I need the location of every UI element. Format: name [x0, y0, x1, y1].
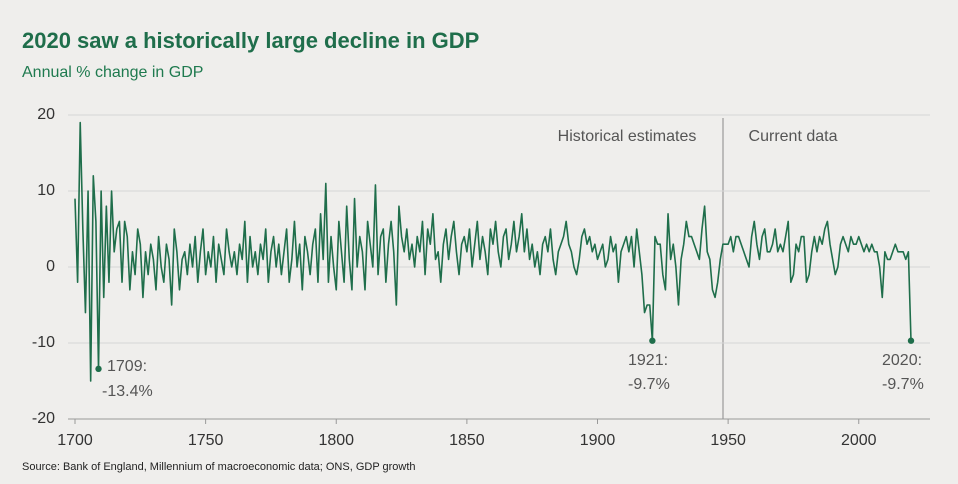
annotation: -9.7%: [882, 376, 924, 393]
highlight-point: [907, 337, 915, 344]
data-line: [74, 121, 912, 382]
x-tick-label: 1700: [57, 432, 93, 449]
annotation: Current data: [749, 128, 838, 145]
highlight-point: [95, 365, 102, 373]
y-tick-label: -10: [32, 334, 55, 351]
highlight-point: [649, 337, 656, 344]
annotation: 1709:: [107, 358, 147, 375]
x-tick-label: 2000: [841, 432, 877, 449]
y-tick-label: 10: [37, 182, 55, 199]
y-tick-label: 20: [37, 106, 55, 123]
chart-title: 2020 saw a historically large decline in…: [22, 28, 479, 53]
x-tick-label: 1750: [188, 432, 224, 449]
annotation: 1921:: [628, 352, 668, 369]
annotation: 2020:: [882, 352, 922, 369]
x-tick-label: 1800: [318, 432, 354, 449]
source-note: Source: Bank of England, Millennium of m…: [22, 461, 416, 473]
y-tick-label: -20: [32, 410, 55, 427]
annotation: Historical estimates: [558, 128, 697, 145]
annotation: -13.4%: [102, 383, 153, 400]
x-tick-label: 1950: [710, 432, 746, 449]
x-tick-label: 1850: [449, 432, 485, 449]
x-tick-label: 1900: [580, 432, 616, 449]
chart-subtitle: Annual % change in GDP: [22, 64, 203, 81]
annotation: -9.7%: [628, 376, 670, 393]
y-tick-label: 0: [46, 258, 55, 275]
